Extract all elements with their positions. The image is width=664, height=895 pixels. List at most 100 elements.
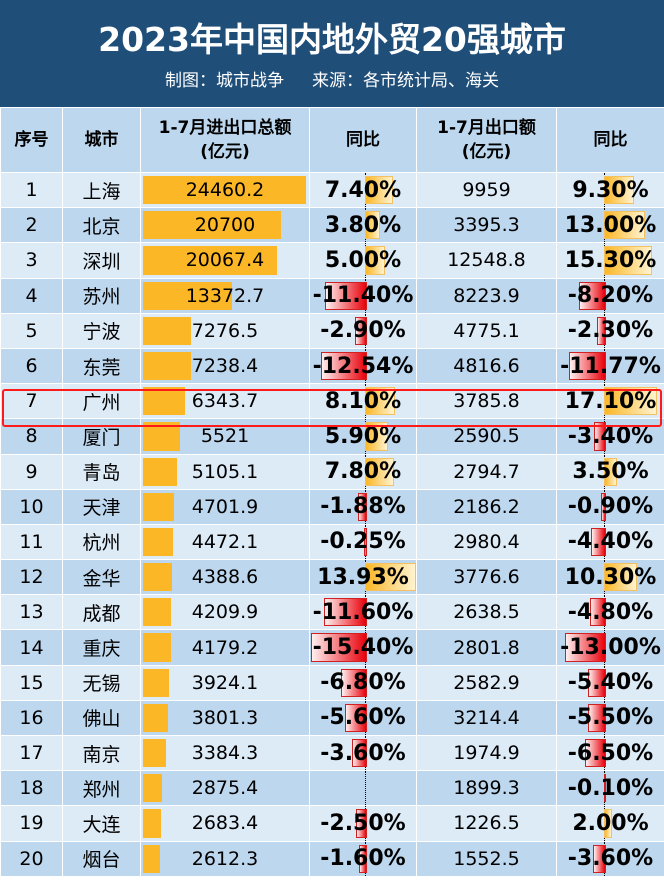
title-banner: 2023年中国内地外贸20强城市 制图：城市战争 来源：各市统计局、海关 (0, 0, 664, 107)
export-yoy: 15.30% (556, 242, 664, 279)
total-yoy-bar (365, 457, 395, 486)
total-yoy-value: -15.40% (312, 635, 414, 661)
total-amount-value: 2683.4 (191, 812, 259, 835)
export-yoy-value: -4.80% (567, 599, 654, 625)
total-yoy-value: 7.40% (324, 177, 402, 203)
export-yoy-value: -2.30% (567, 318, 654, 344)
total-amount: 20700 (140, 207, 310, 244)
total-amount-value: 5521 (200, 425, 250, 448)
rank: 5 (0, 312, 63, 349)
header-export-yoy: 同比 (556, 107, 664, 173)
city: 苏州 (62, 277, 141, 314)
export-amount: 2794.7 (416, 453, 557, 490)
total-amount-bar (143, 316, 192, 345)
city: 天津 (62, 488, 141, 525)
table-row: 2 北京 20700 3.80% 3395.3 13.00% (0, 207, 664, 244)
export-amount: 2980.4 (416, 523, 557, 561)
total-amount-value: 3924.1 (191, 671, 259, 694)
export-yoy: -13.00% (556, 629, 664, 666)
total-amount: 7238.4 (140, 347, 310, 385)
export-yoy-value: -4.40% (567, 529, 654, 555)
table-row: 1 上海 24460.2 7.40% 9959 9.30% (0, 171, 664, 209)
total-yoy-value: 3.80% (324, 212, 402, 238)
total-yoy-bar (364, 527, 367, 557)
city: 郑州 (62, 770, 141, 807)
rank: 3 (0, 242, 63, 279)
subtitle: 制图：城市战争 来源：各市统计局、海关 (0, 66, 664, 91)
total-amount-bar (143, 387, 186, 416)
rank: 15 (0, 664, 63, 701)
header-export: 1-7月出口额 (亿元) (416, 107, 557, 173)
export-yoy: -2.30% (556, 312, 664, 349)
total-amount-value: 4209.9 (191, 601, 259, 624)
header-rank: 序号 (0, 107, 63, 173)
export-yoy: -8.20% (556, 277, 664, 314)
total-amount-bar (143, 492, 175, 521)
city: 大连 (62, 805, 141, 842)
total-yoy-bar (325, 281, 367, 310)
total-amount-value: 5105.1 (191, 460, 259, 483)
city: 烟台 (62, 840, 141, 877)
total-amount: 5105.1 (140, 453, 310, 490)
total-yoy: -11.40% (309, 277, 417, 314)
table-row: 11 杭州 4472.1 -0.25% 2980.4 -4.40% (0, 523, 664, 561)
credit: 制图：城市战争 (165, 71, 284, 91)
total-yoy-value: -1.88% (320, 494, 406, 520)
export-yoy-bar (604, 809, 612, 838)
export-yoy: 2.00% (556, 805, 664, 842)
table-row: 20 烟台 2612.3 -1.60% 1552.5 -3.60% (0, 840, 664, 877)
export-yoy: 13.00% (556, 207, 664, 244)
export-yoy-value: -6.50% (567, 740, 654, 766)
total-amount-value: 4701.9 (191, 495, 259, 518)
total-yoy: -0.25% (309, 523, 417, 561)
rank: 2 (0, 207, 63, 244)
export-amount: 8223.9 (416, 277, 557, 314)
city: 北京 (62, 207, 141, 244)
total-amount-bar (143, 633, 171, 662)
total-amount-value: 4472.1 (191, 530, 259, 553)
export-yoy-value: 17.10% (564, 388, 657, 414)
total-amount: 2875.4 (140, 770, 310, 807)
export-amount: 4775.1 (416, 312, 557, 349)
total-yoy: -11.60% (309, 594, 417, 631)
city: 东莞 (62, 347, 141, 385)
total-yoy-value: -3.60% (320, 740, 406, 766)
total-amount-value: 24460.2 (185, 179, 265, 202)
total-amount-bar (143, 176, 306, 205)
total-amount-bar (143, 563, 173, 592)
export-yoy-bar (593, 844, 606, 873)
table-row: 18 郑州 2875.4 1899.3 -0.10% (0, 770, 664, 807)
export-yoy-bar (604, 563, 637, 592)
total-amount-value: 20067.4 (185, 249, 265, 272)
table-row: 8 厦门 5521 5.90% 2590.5 -3.40% (0, 418, 664, 455)
export-yoy-value: 15.30% (564, 247, 657, 273)
total-amount-bar (143, 668, 170, 697)
export-amount: 2638.5 (416, 594, 557, 631)
total-yoy-bar (341, 668, 367, 697)
rank: 12 (0, 559, 63, 596)
total-amount: 2683.4 (140, 805, 310, 842)
total-yoy-value: 7.80% (324, 459, 402, 485)
table-row: 6 东莞 7238.4 -12.54% 4816.6 -11.77% (0, 347, 664, 385)
export-yoy: -11.77% (556, 347, 664, 385)
total-amount-bar (143, 809, 161, 838)
total-amount-bar (143, 246, 277, 275)
export-yoy: -6.50% (556, 734, 664, 772)
rank: 13 (0, 594, 63, 631)
export-yoy: -0.90% (556, 488, 664, 525)
table-row: 3 深圳 20067.4 5.00% 12548.8 15.30% (0, 242, 664, 279)
rank: 4 (0, 277, 63, 314)
export-yoy-bar (603, 774, 606, 803)
city: 厦门 (62, 418, 141, 455)
export-amount: 1974.9 (416, 734, 557, 772)
export-amount: 2186.2 (416, 488, 557, 525)
table-row: 4 苏州 13372.7 -11.40% 8223.9 -8.20% (0, 277, 664, 314)
export-amount: 12548.8 (416, 242, 557, 279)
zero-axis (365, 771, 366, 806)
total-yoy-value: -2.50% (320, 810, 406, 836)
total-amount-bar (143, 844, 161, 873)
total-amount-value: 20700 (194, 214, 256, 237)
total-yoy: 8.10% (309, 383, 417, 420)
total-yoy-value: -6.80% (320, 670, 406, 696)
total-amount: 4472.1 (140, 523, 310, 561)
